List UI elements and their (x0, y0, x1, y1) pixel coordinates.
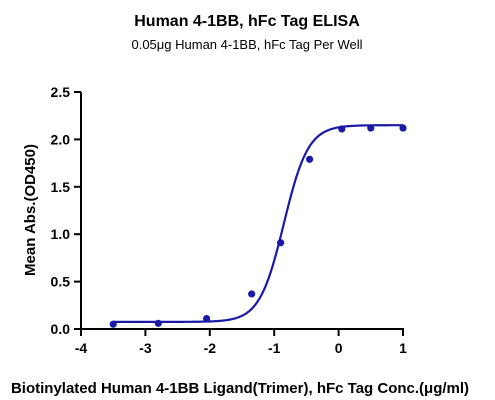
x-tick-label: 0 (335, 340, 343, 356)
data-point (248, 290, 256, 298)
fit-curve (113, 124, 403, 323)
x-tick-label: 1 (399, 340, 407, 356)
y-tick-label: 2.5 (51, 84, 71, 100)
y-tick-label: 0.5 (51, 274, 71, 290)
x-axis-label: Biotinylated Human 4-1BB Ligand(Trimer),… (11, 380, 469, 397)
y-tick-label: 1.0 (51, 226, 71, 242)
chart-title: Human 4-1BB, hFc Tag ELISA (134, 13, 360, 30)
data-point (367, 124, 375, 132)
data-point (338, 125, 346, 133)
x-tick-label: -4 (75, 340, 88, 356)
x-tick-label: -3 (139, 340, 152, 356)
y-tick-label: 2.0 (51, 131, 71, 147)
y-axis-label: Mean Abs.(OD450) (22, 144, 39, 276)
data-point (154, 319, 162, 327)
data-point (109, 320, 117, 328)
x-tick-label: -1 (268, 340, 281, 356)
data-point (399, 124, 407, 132)
y-tick-label: 1.5 (51, 179, 71, 195)
data-point (277, 239, 285, 247)
x-tick-label: -2 (204, 340, 217, 356)
data-point (306, 155, 314, 163)
chart-subtitle: 0.05μg Human 4-1BB, hFc Tag Per Well (131, 37, 362, 52)
data-point (202, 314, 211, 323)
plot-area: 0.0 0.5 1.0 1.5 2.0 2.5 -4 -3 -2 -1 0 1 (51, 84, 408, 356)
y-tick-label: 0.0 (51, 321, 71, 337)
